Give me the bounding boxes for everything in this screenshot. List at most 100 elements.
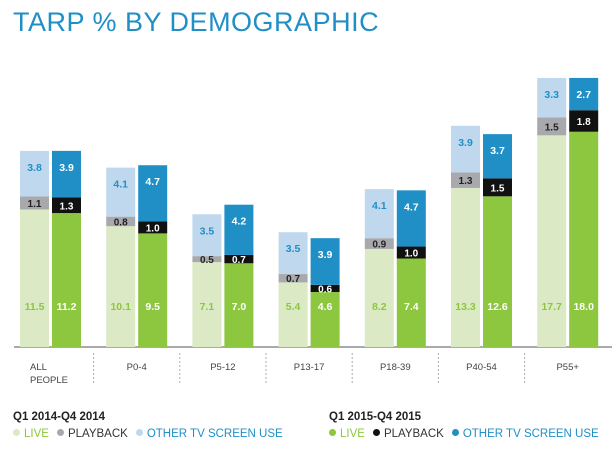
bar-p55-2014-other-tv-screen-use: [537, 77, 567, 118]
bar-p55-2015-live: [569, 131, 599, 347]
x-tick-label-p5-12: P5-12: [210, 362, 235, 373]
legend-swatch: [451, 429, 459, 437]
bar-p55-2014-playback: [537, 117, 567, 136]
bar-p13-17-2014-live: [278, 282, 308, 347]
legend-label: OTHER TV SCREEN USE: [146, 428, 283, 440]
bar-p18-39-2015-other-tv-screen-use: [396, 190, 426, 247]
bar-p18-39-2014-live: [364, 248, 394, 347]
x-tick-label-p13-17: P13-17: [294, 362, 325, 373]
legend-2015-items: LIVE PLAYBACK OTHER TV SCREEN USE: [329, 428, 607, 440]
legend-2014-heading: Q1 2014-Q4 2014: [13, 411, 106, 423]
bar-p55-2015-other-tv-screen-use: [569, 77, 599, 111]
data-label-p0-4-2014-other-tv-screen-use: 4.1: [113, 179, 128, 191]
bar-p5-12-2014-playback: [192, 256, 222, 263]
bar-p55-2014-live: [537, 135, 567, 347]
bar-p40-54-2014-playback: [451, 172, 480, 188]
legend-swatch: [13, 429, 20, 437]
x-tick-label-all-people-line2: PEOPLE: [30, 375, 68, 386]
bar-p13-17-2015-other-tv-screen-use: [310, 238, 340, 285]
bar-p5-12-2015-other-tv-screen-use: [224, 204, 254, 255]
legend-2014: Q1 2014-Q4 2014 LIVE PLAYBACK OTHER TV SCR…: [13, 411, 291, 440]
data-label-all-people-2014-live: 11.5: [25, 301, 45, 313]
bar-all-people-2014-other-tv-screen-use: [20, 150, 49, 197]
bar-p13-17-2015-live: [310, 291, 340, 347]
data-label-p40-54-2014-other-tv-screen-use: 3.9: [458, 137, 473, 149]
data-label-p55-2014-playback: 1.5: [545, 122, 559, 133]
bar-all-people-2014-live: [20, 209, 49, 347]
data-label-p0-4-2014-live: 10.1: [110, 301, 131, 313]
legend-2015-item-playback: PLAYBACK: [372, 428, 444, 440]
bar-p18-39-2014-other-tv-screen-use: [364, 189, 394, 239]
legend-2014-item-live: LIVE: [13, 428, 49, 440]
bar-p0-4-2014-other-tv-screen-use: [106, 167, 136, 217]
data-label-p55-2015-other-tv-screen-use: 2.7: [576, 89, 591, 101]
data-label-p13-17-2015-other-tv-screen-use: 3.9: [318, 249, 333, 261]
bar-p13-17-2014-playback: [278, 274, 308, 283]
bar-p18-39-2015-playback: [396, 246, 426, 259]
legend-swatch: [135, 429, 143, 437]
legend-2015-item-other-tv-screen-use: OTHER TV SCREEN USE: [451, 428, 599, 440]
data-label-all-people-2014-other-tv-screen-use: 3.8: [27, 162, 42, 174]
data-label-p40-54-2015-live: 12.6: [487, 301, 508, 313]
legend-2014-item-playback: PLAYBACK: [56, 428, 128, 440]
legend-swatch: [372, 429, 380, 437]
data-label-p5-12-2014-playback: 0.5: [200, 255, 214, 266]
legend-swatch: [329, 429, 336, 437]
data-label-p0-4-2015-playback: 1.0: [146, 223, 160, 234]
data-label-p0-4-2014-playback: 0.8: [114, 217, 128, 228]
data-label-p18-39-2015-live: 7.4: [404, 301, 419, 313]
bar-all-people-2015-other-tv-screen-use: [52, 150, 81, 198]
bar-p5-12-2015-live: [224, 263, 254, 347]
legend-2014-item-other-tv-screen-use: OTHER TV SCREEN USE: [135, 428, 283, 440]
data-label-p40-54-2015-playback: 1.5: [491, 183, 505, 194]
data-label-p18-39-2014-live: 8.2: [372, 301, 387, 313]
legend-label: LIVE: [24, 428, 49, 440]
bar-all-people-2015-playback: [52, 197, 81, 214]
data-label-p13-17-2014-other-tv-screen-use: 3.5: [286, 243, 301, 255]
data-label-p5-12-2014-other-tv-screen-use: 3.5: [200, 225, 215, 237]
legend-swatch: [56, 429, 64, 437]
data-label-p40-54-2015-other-tv-screen-use: 3.7: [490, 145, 505, 157]
data-label-p5-12-2014-live: 7.1: [200, 301, 215, 313]
legend-label: PLAYBACK: [67, 428, 128, 440]
bar-p40-54-2014-other-tv-screen-use: [451, 125, 480, 173]
data-label-all-people-2015-live: 11.2: [57, 301, 77, 313]
data-label-p13-17-2014-playback: 0.7: [286, 274, 300, 285]
bar-p18-39-2014-playback: [364, 238, 394, 249]
data-label-all-people-2015-other-tv-screen-use: 3.9: [59, 162, 74, 174]
bar-p55-2015-playback: [569, 110, 599, 132]
x-tick-label-p18-39: P18-39: [380, 362, 411, 373]
x-tick-label-p40-54: P40-54: [466, 362, 497, 373]
bar-p40-54-2015-other-tv-screen-use: [483, 134, 512, 179]
legend-2015-heading: Q1 2015-Q4 2015: [329, 411, 422, 423]
data-label-p55-2015-playback: 1.8: [577, 117, 591, 128]
data-label-p18-39-2015-other-tv-screen-use: 4.7: [404, 201, 419, 213]
data-label-all-people-2014-playback: 1.1: [28, 199, 42, 210]
data-label-p13-17-2014-live: 5.4: [286, 301, 301, 313]
bar-p13-17-2015-playback: [310, 284, 340, 292]
legend-2014-items: LIVE PLAYBACK OTHER TV SCREEN USE: [13, 428, 291, 440]
data-label-p18-39-2014-playback: 0.9: [372, 240, 386, 251]
legend-2015: Q1 2015-Q4 2015 LIVE PLAYBACK OTHER TV SCR…: [329, 411, 607, 440]
data-label-p0-4-2015-live: 9.5: [145, 301, 160, 313]
bar-p13-17-2014-other-tv-screen-use: [278, 232, 308, 275]
data-label-p40-54-2014-live: 13.3: [455, 301, 476, 313]
bar-p5-12-2015-playback: [224, 254, 254, 264]
data-label-all-people-2015-playback: 1.3: [60, 201, 74, 212]
x-tick-label-p55: P55+: [556, 362, 579, 373]
bar-all-people-2015-live: [52, 213, 81, 347]
bar-p5-12-2014-live: [192, 262, 222, 347]
legend-label: LIVE: [340, 428, 365, 440]
chart-title: TARP % BY DEMOGRAPHIC: [13, 7, 380, 37]
legend-label: PLAYBACK: [383, 428, 444, 440]
bar-p40-54-2015-playback: [483, 178, 512, 197]
bar-p0-4-2015-playback: [138, 221, 168, 234]
bar-all-people-2014-playback: [20, 196, 49, 210]
bar-p0-4-2014-live: [106, 226, 136, 347]
bar-p5-12-2014-other-tv-screen-use: [192, 214, 222, 257]
data-label-p13-17-2015-live: 4.6: [318, 301, 333, 313]
data-label-p0-4-2015-other-tv-screen-use: 4.7: [145, 176, 160, 188]
data-label-p55-2015-live: 18.0: [573, 301, 594, 313]
data-label-p13-17-2015-playback: 0.6: [318, 284, 332, 295]
